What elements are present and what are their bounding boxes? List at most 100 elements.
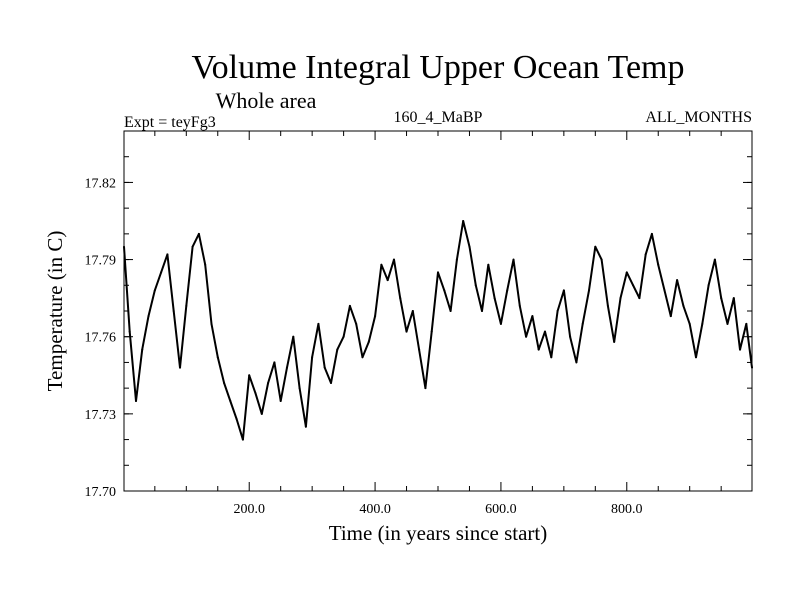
data-point [216, 356, 219, 359]
data-point [606, 304, 609, 307]
data-point [355, 322, 358, 325]
data-point [512, 258, 515, 261]
data-point [430, 330, 433, 333]
data-point [638, 297, 641, 300]
data-point [663, 289, 666, 292]
series-points [123, 220, 753, 441]
x-tick-label: 800.0 [611, 502, 643, 517]
data-point [141, 348, 144, 351]
data-point [506, 289, 509, 292]
x-axis-label: Time (in years since start) [329, 521, 548, 545]
data-point [191, 245, 194, 248]
x-axis: 200.0 400.0 600.0 800.0 [154, 131, 722, 517]
data-point [707, 284, 710, 287]
data-point [518, 304, 521, 307]
data-point [619, 297, 622, 300]
data-point [128, 330, 131, 333]
data-point [166, 253, 169, 256]
data-point [304, 425, 307, 428]
data-point [418, 348, 421, 351]
data-point [367, 340, 370, 343]
data-point [298, 387, 301, 390]
data-point [160, 271, 163, 274]
data-point [273, 361, 276, 364]
data-point [726, 322, 729, 325]
x-tick-label: 200.0 [233, 502, 265, 517]
data-point [311, 356, 314, 359]
data-point [179, 366, 182, 369]
data-point [462, 220, 465, 222]
data-point [254, 392, 257, 395]
data-point [682, 304, 685, 307]
data-point [588, 289, 591, 292]
data-point [493, 297, 496, 300]
y-tick-label: 17.79 [85, 254, 117, 269]
data-point [575, 361, 578, 364]
chart-title: Volume Integral Upper Ocean Temp [192, 49, 685, 86]
y-tick-label: 17.73 [85, 408, 117, 423]
plot-frame [123, 130, 753, 492]
data-point [285, 366, 288, 369]
data-point [279, 400, 282, 402]
x-tick-label: 600.0 [485, 502, 517, 517]
data-point [248, 374, 251, 377]
data-point [342, 335, 345, 338]
header-right: ALL_MONTHS [645, 109, 752, 126]
data-point [745, 322, 748, 325]
data-point [185, 304, 188, 307]
data-point [229, 400, 232, 402]
data-point [443, 289, 446, 292]
data-point [380, 263, 383, 266]
series-line [123, 220, 753, 441]
data-point [424, 387, 427, 390]
data-point [531, 315, 534, 318]
data-point [153, 289, 156, 292]
y-axis: 17.70 17.73 17.76 17.79 17.82 [85, 156, 752, 500]
data-point [720, 297, 723, 300]
data-point [632, 284, 635, 287]
data-point [223, 382, 226, 384]
data-point [323, 366, 326, 369]
data-point [204, 263, 207, 266]
data-point [267, 382, 270, 384]
data-point [537, 348, 540, 351]
data-point [499, 322, 502, 325]
data-point [732, 297, 735, 300]
data-point [399, 297, 402, 300]
data-point [260, 412, 263, 415]
data-point [172, 310, 175, 312]
header-center: 160_4_MaBP [394, 109, 483, 126]
data-point [550, 356, 553, 359]
data-point [694, 356, 697, 359]
data-point [405, 330, 408, 333]
data-point [562, 289, 565, 292]
data-point [688, 322, 691, 325]
data-point [437, 271, 439, 274]
data-point [336, 348, 339, 351]
x-tick-label: 400.0 [359, 502, 391, 517]
data-point [581, 322, 584, 325]
data-point [455, 258, 458, 261]
data-point [134, 400, 137, 402]
data-point [392, 258, 395, 261]
data-point [386, 279, 389, 282]
data-point [487, 263, 490, 266]
data-point [449, 310, 452, 312]
data-point [481, 310, 484, 312]
data-point [241, 438, 244, 441]
data-point [701, 322, 704, 325]
data-point [650, 232, 653, 235]
data-point [713, 258, 716, 261]
data-point [543, 330, 546, 333]
data-point [525, 335, 528, 338]
chart-subtitle: Whole area [216, 88, 317, 113]
header-left: Expt = teyFg3 [124, 114, 216, 131]
y-axis-label: Temperature (in C) [43, 231, 67, 392]
data-point [292, 335, 295, 338]
y-tick-label: 17.70 [85, 485, 117, 500]
data-point [210, 322, 213, 325]
data-point [197, 232, 200, 235]
data-point [644, 253, 647, 256]
data-point [669, 315, 672, 318]
